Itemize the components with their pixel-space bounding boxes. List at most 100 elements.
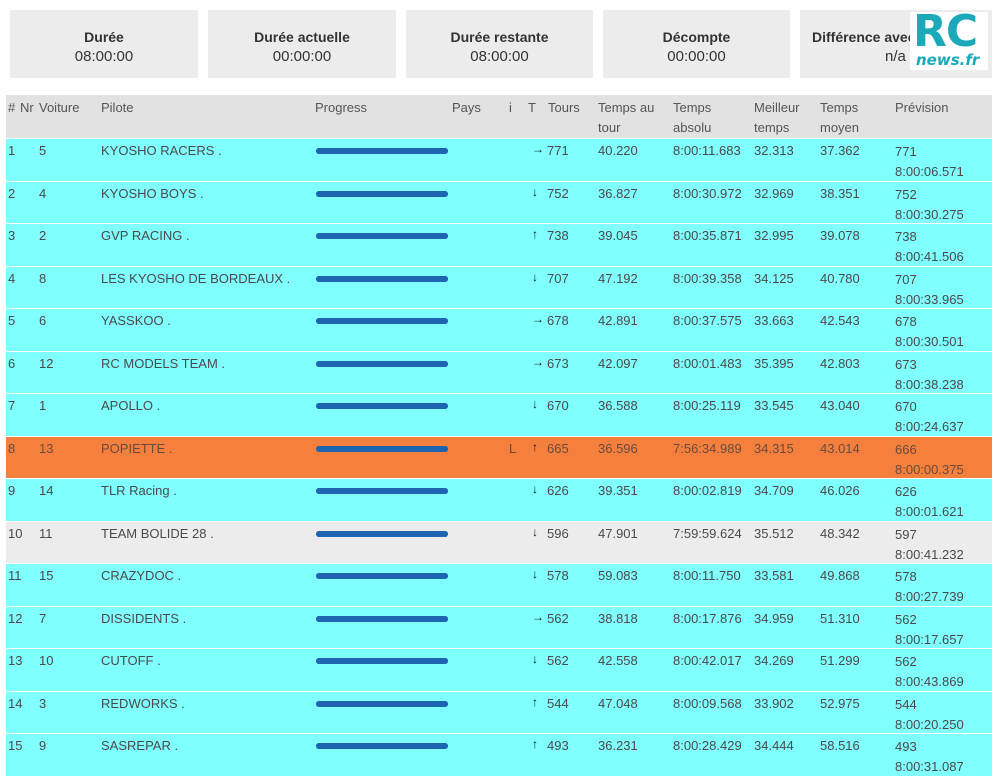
table-row[interactable]: 6 12 RC MODELS TEAM . 673 42.097 8:00:01.483 3… bbox=[6, 350, 992, 395]
col-tours[interactable]: Tours bbox=[548, 100, 580, 115]
cell-avg-time: 37.362 bbox=[820, 143, 860, 158]
rcnews-logo: RC news.fr bbox=[910, 6, 988, 70]
progress-bar bbox=[316, 573, 448, 579]
cell-pilote: POPIETTE . bbox=[101, 440, 173, 456]
cell-pilote: CRAZYDOC . bbox=[101, 568, 182, 583]
col-pos[interactable]: # bbox=[8, 100, 16, 115]
table-row[interactable]: 10 11 TEAM BOLIDE 28 . 596 47.901 7:59:59.624… bbox=[6, 520, 992, 563]
col-meilleur-line2: temps bbox=[754, 120, 790, 135]
prevision-time: 8:00:31.087 bbox=[895, 759, 964, 774]
table-row[interactable]: 3 2 GVP RACING . 738 39.045 8:00:35.871 32.995… bbox=[6, 223, 992, 266]
col-temps-absolu[interactable]: Temps absolu bbox=[673, 98, 711, 138]
prevision-laps: 562 bbox=[895, 611, 917, 627]
cell-lap-time: 39.351 bbox=[598, 483, 638, 498]
col-pays[interactable]: Pays bbox=[452, 100, 481, 115]
cell-lap-time: 42.558 bbox=[598, 653, 638, 668]
table-row[interactable]: 14 3 REDWORKS . 544 47.048 8:00:09.568 33.902 5… bbox=[6, 690, 992, 733]
cell-nr: 9 bbox=[39, 738, 47, 753]
col-pilote[interactable]: Pilote bbox=[101, 100, 134, 115]
cell-avg-time: 49.868 bbox=[820, 568, 860, 583]
cell-avg-time: 46.026 bbox=[820, 483, 860, 498]
col-i[interactable]: i bbox=[509, 100, 512, 115]
trend-down-arrow-icon: ↓ bbox=[532, 652, 538, 666]
card-title: Différence avec le bbox=[812, 29, 932, 45]
cell-nr: 14 bbox=[39, 483, 54, 498]
col-t[interactable]: T bbox=[528, 100, 536, 115]
cell-lap-time: 47.901 bbox=[598, 525, 638, 541]
cell-i: L bbox=[509, 440, 517, 456]
cell-pilote: TEAM BOLIDE 28 . bbox=[101, 525, 214, 541]
table-row[interactable]: 8 13 POPIETTE . L 665 36.596 7:56:34.989 34.315… bbox=[6, 435, 992, 478]
card-decompte: Décompte 00:00:00 bbox=[603, 10, 790, 78]
col-temps-tour[interactable]: Temps au tour bbox=[598, 98, 654, 138]
cell-prevision: 738 8:00:41.506 bbox=[895, 227, 964, 267]
cell-avg-time: 42.803 bbox=[820, 355, 860, 371]
cell-abs-time: 8:00:42.017 bbox=[673, 653, 742, 668]
card-value: n/a bbox=[885, 48, 906, 65]
table-row[interactable]: 15 9 SASREPAR . 493 36.231 8:00:28.429 34.444 5… bbox=[6, 733, 992, 776]
col-progress[interactable]: Progress bbox=[315, 100, 368, 115]
cell-lap-time: 47.192 bbox=[598, 270, 638, 286]
table-row[interactable]: 11 15 CRAZYDOC . 578 59.083 8:00:11.750 33.581… bbox=[6, 563, 992, 606]
progress-bar bbox=[316, 403, 448, 409]
cell-best-time: 34.269 bbox=[754, 653, 794, 668]
cell-prevision: 578 8:00:27.739 bbox=[895, 567, 964, 607]
table-row[interactable]: 4 8 LES KYOSHO DE BORDEAUX . 707 47.192 8:00:… bbox=[6, 265, 992, 308]
cell-prevision: 562 8:00:43.869 bbox=[895, 652, 964, 692]
prevision-time: 8:00:41.506 bbox=[895, 249, 964, 264]
cell-nr: 2 bbox=[39, 228, 47, 243]
table-row[interactable]: 5 6 YASSKOO . 678 42.891 8:00:37.575 33.663 42.… bbox=[6, 308, 992, 351]
cell-pilote: GVP RACING . bbox=[101, 228, 190, 243]
cell-avg-time: 40.780 bbox=[820, 270, 860, 286]
table-row[interactable]: 13 10 CUTOFF . 562 42.558 8:00:42.017 34.269 51… bbox=[6, 648, 992, 691]
col-prevision[interactable]: Prévision bbox=[895, 100, 949, 115]
cell-lap-time: 36.588 bbox=[598, 398, 638, 413]
prevision-laps: 626 bbox=[895, 484, 917, 499]
prevision-time: 8:00:30.275 bbox=[895, 206, 964, 222]
table-row[interactable]: 9 14 TLR Racing . 626 39.351 8:00:02.819 34.70… bbox=[6, 478, 992, 521]
cell-pilote: LES KYOSHO DE BORDEAUX . bbox=[101, 270, 291, 286]
prevision-laps: 771 bbox=[895, 144, 917, 159]
progress-bar bbox=[316, 615, 448, 622]
prevision-time: 8:00:30.501 bbox=[895, 334, 964, 349]
prevision-time: 8:00:17.657 bbox=[895, 631, 964, 647]
progress-bar bbox=[316, 275, 448, 282]
cell-tours: 578 bbox=[547, 568, 569, 583]
table-row[interactable]: 1 5 KYOSHO RACERS . 771 40.220 8:00:11.683 32.… bbox=[6, 138, 992, 181]
cell-abs-time: 7:59:59.624 bbox=[673, 525, 742, 541]
prevision-laps: 544 bbox=[895, 696, 917, 712]
cell-prevision: 771 8:00:06.571 bbox=[895, 142, 964, 182]
table-row[interactable]: 12 7 DISSIDENTS . 562 38.818 8:00:17.876 34.95… bbox=[6, 605, 992, 648]
cell-pos: 3 bbox=[8, 228, 16, 243]
col-temps-absolu-line2: absolu bbox=[673, 120, 712, 135]
progress-bar bbox=[316, 700, 448, 707]
cell-abs-time: 8:00:11.683 bbox=[673, 143, 741, 158]
logo-rc-text: RC bbox=[913, 6, 978, 57]
cell-prevision: 673 8:00:38.238 bbox=[895, 355, 964, 395]
progress-bar bbox=[316, 743, 448, 749]
prevision-time: 8:00:41.232 bbox=[895, 546, 964, 562]
cell-lap-time: 38.818 bbox=[598, 610, 638, 626]
col-moyen[interactable]: Temps moyen bbox=[820, 98, 859, 138]
cell-tours: 673 bbox=[547, 355, 569, 371]
cell-tours: 626 bbox=[547, 483, 569, 498]
col-nr[interactable]: Nr bbox=[20, 100, 34, 115]
table-row[interactable]: 2 4 KYOSHO BOYS . 752 36.827 8:00:30.972 32.96… bbox=[6, 180, 992, 223]
cell-nr: 11 bbox=[39, 525, 53, 541]
cell-lap-time: 42.097 bbox=[598, 355, 638, 371]
cell-tours: 544 bbox=[547, 695, 569, 711]
progress-bar bbox=[316, 190, 448, 197]
summary-cards: Durée 08:00:00 Durée actuelle 00:00:00 D… bbox=[10, 10, 992, 78]
prevision-laps: 493 bbox=[895, 739, 917, 754]
cell-tours: 665 bbox=[547, 440, 569, 456]
table-row[interactable]: 7 1 APOLLO . 670 36.588 8:00:25.119 33.545 43.0… bbox=[6, 393, 992, 436]
col-voiture[interactable]: Voiture bbox=[39, 100, 80, 115]
prevision-time: 8:00:38.238 bbox=[895, 376, 964, 392]
trend-right-arrow-icon: → bbox=[532, 312, 544, 326]
progress-fill bbox=[316, 658, 448, 664]
cell-abs-time: 8:00:11.750 bbox=[673, 568, 741, 583]
table-header: # Nr Voiture Pilote Progress Pays i T To… bbox=[6, 95, 992, 138]
cell-pilote: TLR Racing . bbox=[101, 483, 177, 498]
cell-abs-time: 8:00:09.568 bbox=[673, 695, 742, 711]
col-meilleur[interactable]: Meilleur temps bbox=[754, 98, 800, 138]
